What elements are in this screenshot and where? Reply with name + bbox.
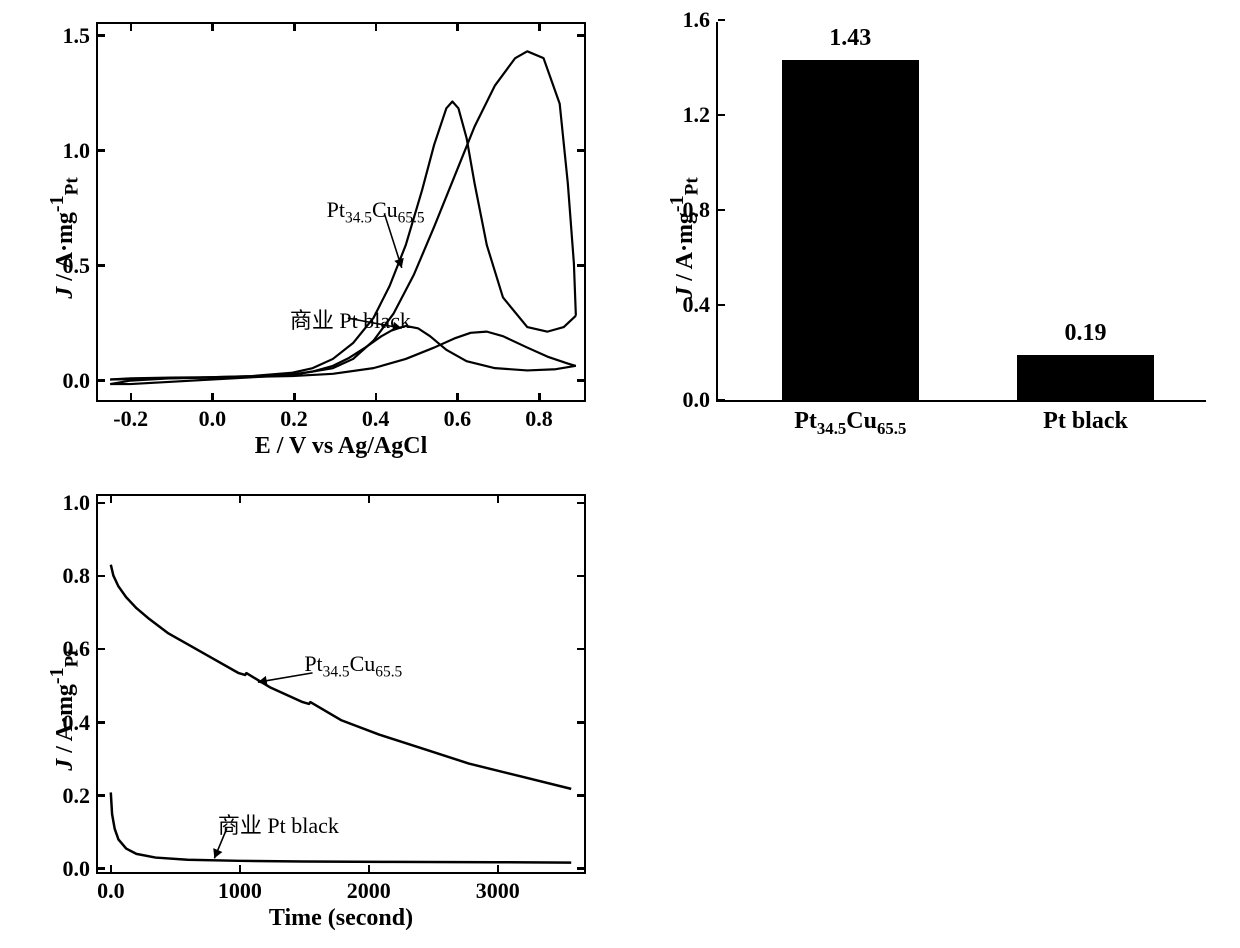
panel-b-ylabel: J / A·mg-1Pt [666, 177, 704, 298]
bar-category-0: Pt34.5Cu65.5 [794, 400, 906, 439]
ytick-label: 0.0 [63, 856, 99, 882]
ytick-label: 0.8 [683, 197, 719, 223]
ytick-label: 1.6 [683, 7, 719, 33]
xtick-label: 0.2 [280, 400, 308, 432]
xtick-label: 0.6 [444, 400, 472, 432]
xtick-label: 0.0 [97, 872, 125, 904]
xtick-label: 3000 [476, 872, 520, 904]
ytick-label: 0.0 [683, 387, 719, 413]
series-ptcu [111, 565, 571, 789]
xtick-label: 1000 [218, 872, 262, 904]
series-ptcu_forward [110, 51, 576, 384]
panel-a-plot: 0.00.51.01.5-0.20.00.20.40.60.8Pt34.5Cu6… [96, 22, 586, 402]
xtick-label: 0.4 [362, 400, 390, 432]
panel-cv: J / A·mg-1Pt 0.00.51.01.5-0.20.00.20.40.… [8, 8, 608, 468]
ytick-label: 0.2 [63, 783, 99, 809]
ytick-label: 1.0 [63, 138, 99, 164]
panel-c-curves [98, 496, 584, 872]
panel-bar: J / A·mg-1Pt 0.00.40.81.21.61.43Pt34.5Cu… [628, 8, 1228, 468]
bar-value-0: 1.43 [829, 25, 871, 52]
ytick-label: 0.0 [63, 368, 99, 394]
panel-c-plot: 0.00.20.40.60.81.00.0100020003000Pt34.5C… [96, 494, 586, 874]
ytick-label: 0.4 [63, 710, 99, 736]
ytick-label: 0.6 [63, 636, 99, 662]
bar-0 [782, 60, 919, 400]
series-ptcu_backward [110, 101, 576, 384]
ytick-label: 1.5 [63, 23, 99, 49]
xtick-label: 2000 [347, 872, 391, 904]
xtick-label: 0.0 [199, 400, 227, 432]
panel-a-ylabel: J / A·mg-1Pt [46, 177, 84, 298]
xtick-label: 0.8 [525, 400, 553, 432]
ytick-label: 1.0 [63, 490, 99, 516]
xtick-label: -0.2 [113, 400, 148, 432]
series-ptblack_forward [110, 332, 576, 380]
bar-1 [1017, 355, 1154, 400]
panel-a-xlabel: E / V vs Ag/AgCl [255, 433, 428, 460]
ytick-label: 0.4 [683, 292, 719, 318]
bar-category-1: Pt black [1043, 400, 1128, 435]
bar-value-1: 0.19 [1065, 320, 1107, 347]
panel-a-curves [98, 24, 584, 400]
series-ptblack [111, 792, 571, 862]
panel-b-plot: 0.00.40.81.21.61.43Pt34.5Cu65.50.19Pt bl… [716, 22, 1206, 402]
ytick-label: 0.8 [63, 563, 99, 589]
panel-c-xlabel: Time (second) [269, 905, 413, 932]
ytick-label: 0.5 [63, 253, 99, 279]
panel-chrono: J / A·mg-1Pt 0.00.20.40.60.81.00.0100020… [8, 480, 608, 940]
ytick-label: 1.2 [683, 102, 719, 128]
